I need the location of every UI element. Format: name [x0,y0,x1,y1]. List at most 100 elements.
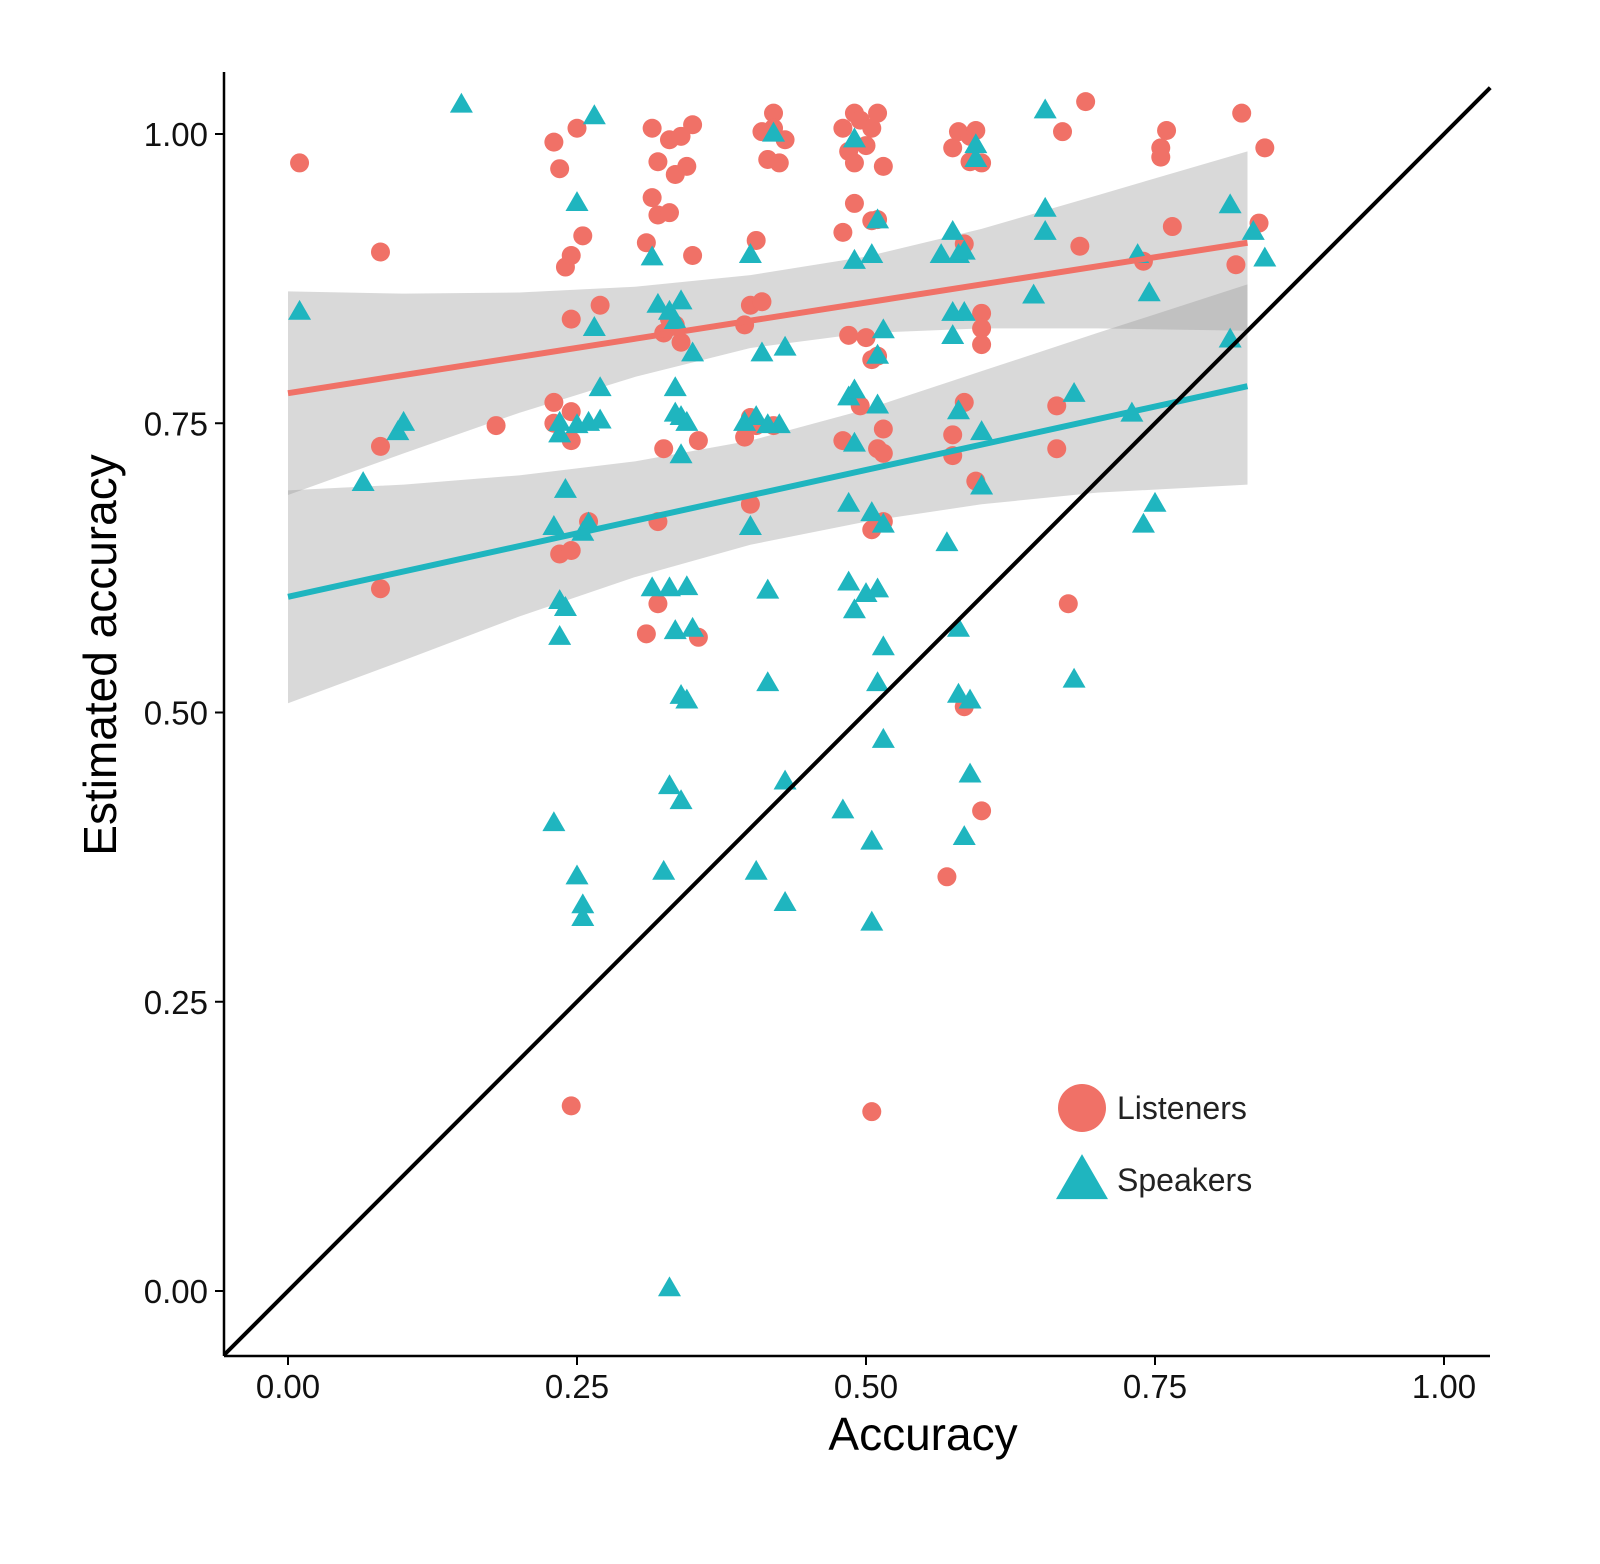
speakers-point [588,376,612,397]
speakers-point [553,596,577,616]
listeners-point [642,118,662,138]
listeners-point [873,419,893,439]
speakers-point [1022,283,1046,304]
listeners-point [1157,121,1177,141]
speakers-point [773,891,797,911]
listeners-point [769,153,789,173]
listeners-point [370,436,390,456]
listeners-point [873,156,893,176]
speakers-point [756,671,780,692]
listeners-point [752,292,772,312]
speakers-point [831,798,855,819]
speakers-point [738,243,762,264]
speakers-point [871,512,895,533]
speakers-point [640,576,664,597]
x-tick-label: 1.00 [1412,1368,1476,1405]
listeners-point [1162,217,1182,237]
speakers-point [351,471,375,491]
speakers-point [744,859,768,880]
speakers-point [860,829,884,850]
listeners-point [844,193,864,213]
listeners-point [1255,138,1275,158]
x-axis-title: Accuracy [828,1408,1017,1460]
speakers-point [935,531,959,552]
listeners-point [636,624,656,644]
legend-key-speakers [1056,1154,1108,1200]
listeners-point [561,245,581,265]
listeners-point [1047,439,1067,459]
speakers-point [744,405,768,426]
speakers-point [762,121,786,142]
listeners-point [966,121,986,141]
listeners-point [573,226,593,246]
listeners-point [839,325,859,345]
speakers-point [675,410,699,431]
speakers-point [941,219,965,240]
speakers-point [970,420,994,441]
speakers-point [773,335,797,356]
speakers-point [565,191,589,211]
listeners-point [561,541,581,561]
speakers-point [773,769,797,790]
speakers-point [733,410,757,431]
listeners-point [862,1102,882,1122]
speakers-point [657,576,681,597]
listeners-point [833,222,853,242]
speakers-point [756,578,780,599]
speakers-point [669,789,693,810]
speakers-point [553,478,577,498]
listeners-point [590,295,610,315]
listeners-point [486,416,506,436]
speakers-point [958,688,982,709]
listeners-point [561,1096,581,1116]
speakers-point [663,376,687,397]
speakers-point [946,682,970,703]
speakers-point [738,515,762,535]
speakers-point [646,292,670,313]
speakers-point [842,431,866,452]
listeners-point [659,203,679,223]
confidence-band-listeners [288,151,1248,495]
x-tick-label: 0.50 [834,1368,898,1405]
speakers-point [1062,667,1086,688]
listeners-point [844,153,864,173]
speakers-point [652,859,676,880]
fit-lines [287,239,1249,600]
speakers-point [663,619,687,640]
listeners-point [856,328,876,348]
listeners-point [561,309,581,329]
speakers-point [860,501,884,522]
speakers-point [871,318,895,339]
listeners-point [868,103,888,123]
legend-key-listeners [1058,1084,1106,1132]
speakers-point [1033,98,1057,119]
speakers-point [952,300,976,321]
speakers-point [929,243,953,264]
speakers-point [577,511,601,532]
listeners-point [688,431,708,451]
speakers-point [548,422,572,443]
speakers-point [750,341,774,362]
x-tick-label: 0.25 [545,1368,609,1405]
speakers-point [958,762,982,783]
speakers-point [681,616,705,637]
speakers-point [970,474,994,495]
listeners-point [550,159,570,179]
speakers-point [952,239,976,260]
fit-line-listeners [287,239,1248,397]
listeners-point [1070,236,1090,256]
legend: Listeners Speakers [1056,1084,1252,1200]
listeners-point [671,332,691,352]
listeners-point [943,138,963,158]
speakers-point [946,399,970,420]
listeners-point [1076,92,1096,112]
listeners-point [648,594,668,614]
listeners-point [544,392,564,412]
speakers-point [952,825,976,846]
listeners-point [677,156,697,176]
speakers-point [842,127,866,148]
speakers-point [675,575,699,596]
speakers-point [964,147,988,168]
speakers-point [542,515,566,535]
speakers-point [669,443,693,464]
